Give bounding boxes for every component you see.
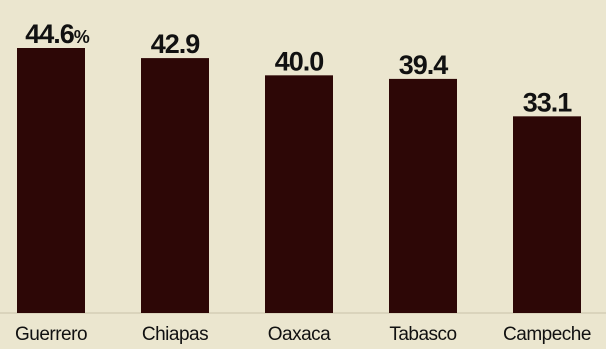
value-label-chiapas: 42.9 bbox=[151, 29, 201, 59]
bars-group bbox=[17, 48, 581, 314]
bar-oaxaca bbox=[265, 75, 333, 313]
bar-chiapas bbox=[141, 58, 209, 314]
value-label-guerrero: 44.6% bbox=[25, 19, 90, 49]
category-labels-group: Guerrero Chiapas Oaxaca Tabasco Campeche bbox=[15, 324, 591, 345]
value-labels-group: 44.6% 42.9 40.0 39.4 33.1 bbox=[25, 19, 573, 117]
category-label-oaxaca: Oaxaca bbox=[268, 324, 331, 345]
value-label-tabasco: 39.4 bbox=[399, 50, 449, 80]
bar-guerrero bbox=[17, 48, 85, 313]
value-label-oaxaca: 40.0 bbox=[275, 46, 324, 76]
category-label-chiapas: Chiapas bbox=[142, 324, 208, 345]
category-label-guerrero: Guerrero bbox=[15, 324, 87, 345]
category-label-tabasco: Tabasco bbox=[389, 324, 456, 345]
percent-suffix: % bbox=[74, 27, 90, 47]
category-label-campeche: Campeche bbox=[503, 324, 591, 345]
bar-tabasco bbox=[389, 78, 457, 314]
value-label-campeche: 33.1 bbox=[523, 87, 573, 117]
bar-campeche bbox=[513, 116, 581, 314]
